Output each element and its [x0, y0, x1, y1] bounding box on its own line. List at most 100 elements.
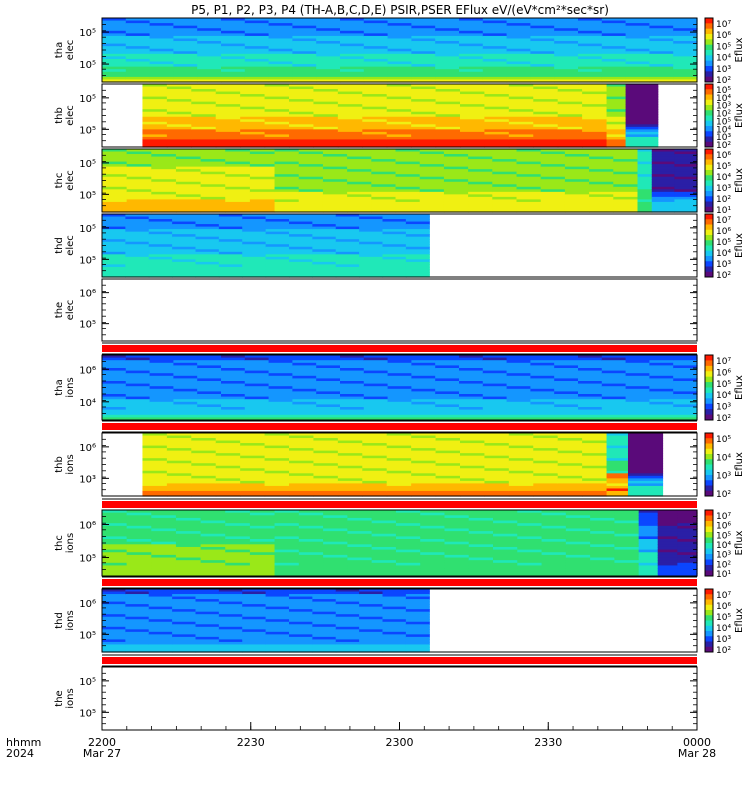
- heatmap-cell: [337, 493, 363, 497]
- heatmap-cell: [249, 552, 276, 556]
- heatmap-cell: [387, 58, 412, 63]
- heatmap-cell: [340, 41, 365, 45]
- heatmap-cell: [268, 38, 293, 42]
- heatmap-cell: [347, 544, 373, 548]
- heatmap-cell: [313, 119, 339, 123]
- heatmap-cell: [221, 30, 246, 34]
- heatmap-cell: [493, 573, 518, 577]
- heatmap-cell: [240, 480, 266, 484]
- heatmap-cell: [363, 30, 389, 34]
- heatmap-cell: [102, 151, 128, 155]
- heatmap-cell: [613, 194, 639, 198]
- heatmap-cell: [312, 236, 337, 240]
- heatmap-cell: [335, 589, 360, 593]
- heatmap-cell: [382, 229, 407, 233]
- heatmap-cell: [460, 84, 486, 88]
- heatmap-cell: [482, 28, 508, 32]
- heatmap-cell: [298, 151, 324, 155]
- heatmap-cell: [347, 517, 373, 522]
- heatmap-cell: [405, 609, 430, 613]
- heatmap-cell: [578, 388, 603, 392]
- heatmap-cell: [371, 549, 397, 553]
- heatmap-cell: [557, 468, 583, 472]
- heatmap-cell: [382, 611, 407, 615]
- heatmap-cell: [590, 544, 616, 548]
- heatmap-cell: [601, 69, 627, 73]
- heatmap-cell: [614, 536, 640, 540]
- heatmap-cell: [460, 86, 486, 90]
- heatmap-cell: [289, 601, 313, 605]
- heatmap-cell: [516, 196, 542, 200]
- heatmap-cell: [249, 562, 276, 567]
- heatmap-cell: [148, 241, 173, 245]
- heatmap-cell: [191, 109, 217, 113]
- heatmap-cell: [649, 360, 674, 364]
- heatmap-cell: [387, 391, 412, 395]
- heatmap-cell: [459, 386, 484, 390]
- heatmap-cell: [195, 621, 220, 625]
- heatmap-cell: [411, 51, 436, 55]
- heatmap-cell: [506, 355, 531, 359]
- heatmap-cell: [492, 161, 518, 165]
- heatmap-cell: [411, 109, 437, 113]
- heatmap-cell: [102, 549, 128, 553]
- x-axis-label-hhmm: hhmm: [6, 736, 41, 749]
- heatmap-cell: [316, 375, 341, 379]
- heatmap-cell: [191, 448, 217, 452]
- heatmap-cell: [651, 191, 675, 195]
- heatmap-cell: [359, 214, 384, 218]
- heatmap-cell: [200, 520, 226, 524]
- heatmap-cell: [614, 512, 640, 516]
- heatmap-cell: [387, 362, 412, 366]
- heatmap-cell: [244, 33, 270, 37]
- heatmap-cell: [540, 181, 566, 185]
- heatmap-cell: [125, 41, 151, 45]
- heatmap-cell: [625, 131, 659, 135]
- heatmap-cell: [264, 450, 290, 454]
- heatmap-cell: [166, 433, 192, 437]
- heatmap-cell: [312, 254, 337, 258]
- heatmap-cell: [151, 560, 177, 564]
- colorbar-swatch: [705, 250, 713, 257]
- heatmap-cell: [382, 271, 407, 276]
- colorbar-swatch: [705, 115, 713, 122]
- y-axis-label-species: elec: [65, 170, 76, 191]
- heatmap-cell: [554, 79, 579, 83]
- heatmap-cell: [149, 386, 174, 390]
- heatmap-cell: [578, 69, 603, 73]
- heatmap-cell: [435, 119, 461, 123]
- heatmap-cell: [468, 169, 493, 173]
- heatmap-cell: [395, 544, 421, 548]
- heatmap-cell: [221, 56, 246, 60]
- heatmap-cell: [126, 151, 152, 155]
- heatmap-cell: [460, 468, 486, 472]
- heatmap-cell: [298, 565, 324, 569]
- heatmap-cell: [673, 386, 698, 390]
- heatmap-cell: [674, 206, 698, 211]
- heatmap-cell: [359, 234, 384, 238]
- heatmap-cell: [395, 512, 421, 516]
- heatmap-cell: [242, 611, 267, 615]
- heatmap-cell: [274, 186, 300, 190]
- heatmap-cell: [578, 51, 603, 55]
- heatmap-cell: [484, 116, 510, 120]
- heatmap-cell: [340, 365, 365, 369]
- heatmap-cell: [395, 179, 421, 183]
- heatmap-cell: [606, 460, 629, 464]
- heatmap-cell: [148, 594, 173, 598]
- heatmap-cell: [244, 64, 270, 68]
- heatmap-cell: [649, 28, 674, 32]
- heatmap-cell: [459, 396, 484, 400]
- heatmap-cell: [578, 71, 603, 75]
- y-tick-label: 10⁵: [79, 159, 96, 170]
- heatmap-cell: [435, 131, 461, 135]
- heatmap-cell: [557, 89, 583, 93]
- heatmap-cell: [405, 249, 430, 253]
- heatmap-cell: [508, 490, 534, 495]
- heatmap-cell: [606, 493, 629, 497]
- heatmap-cell: [268, 20, 293, 24]
- heatmap-cell: [541, 562, 567, 567]
- heatmap-cell: [200, 156, 226, 160]
- heatmap-cell: [435, 33, 460, 37]
